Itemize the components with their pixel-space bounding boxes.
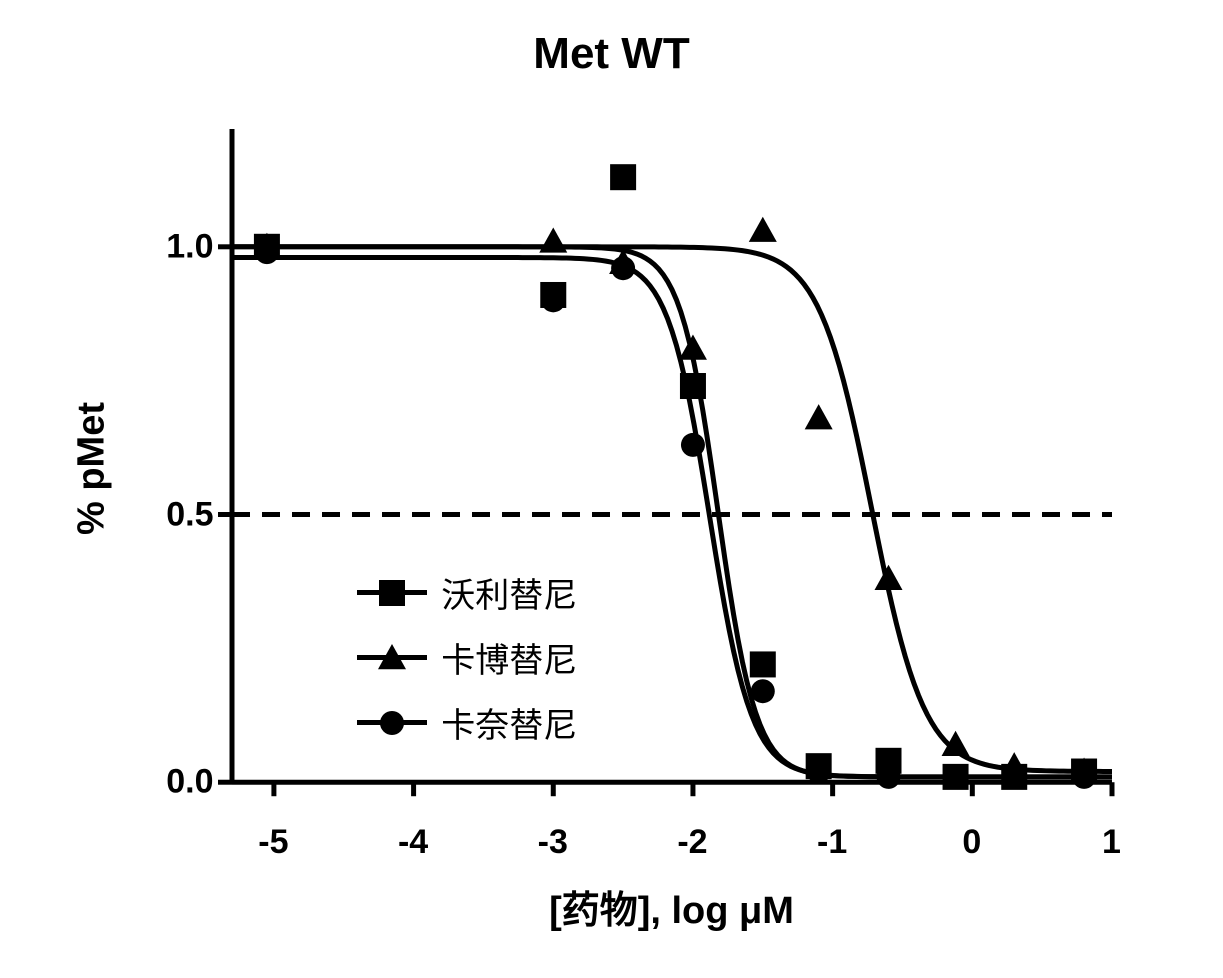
- plot-area: 0.00.51.0-5-4-3-2-101沃利替尼卡博替尼卡奈替尼: [232, 129, 1112, 809]
- x-tick-label: -5: [258, 809, 288, 862]
- x-tick-label: 1: [1102, 809, 1121, 862]
- legend-item: 沃利替尼: [357, 568, 577, 617]
- data-point: [679, 373, 705, 399]
- x-tick-label: -2: [677, 809, 707, 862]
- x-tick-label: -3: [538, 809, 568, 862]
- data-point: [678, 335, 706, 360]
- y-tick-label: 0.0: [166, 763, 231, 802]
- data-point: [1002, 765, 1026, 789]
- x-axis-label: [药物], log μM: [232, 879, 1112, 934]
- data-point: [610, 164, 636, 190]
- data-point: [380, 711, 404, 735]
- data-point: [749, 651, 775, 677]
- legend-label: 卡奈替尼: [441, 698, 577, 747]
- legend-item: 卡博替尼: [357, 633, 577, 682]
- data-point: [541, 288, 565, 312]
- data-point: [804, 404, 832, 429]
- legend-label: 沃利替尼: [441, 568, 577, 617]
- data-point: [874, 565, 902, 590]
- y-axis-label: % pMet: [62, 129, 122, 809]
- data-point: [611, 256, 635, 280]
- data-point: [539, 227, 567, 252]
- legend-line: [357, 590, 427, 595]
- legend: 沃利替尼卡博替尼卡奈替尼: [357, 568, 577, 763]
- y-tick-label: 1.0: [166, 227, 231, 266]
- x-tick-label: -4: [398, 809, 428, 862]
- data-point: [378, 644, 406, 669]
- data-point: [943, 765, 967, 789]
- data-point: [1072, 765, 1096, 789]
- data-point: [806, 760, 830, 784]
- legend-item: 卡奈替尼: [357, 698, 577, 747]
- y-tick-label: 0.5: [166, 495, 231, 534]
- legend-line: [357, 720, 427, 725]
- data-point: [254, 240, 278, 264]
- data-point: [680, 433, 704, 457]
- x-tick-label: -1: [817, 809, 847, 862]
- legend-label: 卡博替尼: [441, 633, 577, 682]
- chart-title: Met WT: [62, 29, 1162, 79]
- chart-container: Met WT % pMet 0.0 0.5 1.0 -5 -4 -3 -2 -1 0 1 沃利替尼卡…: [62, 29, 1162, 949]
- data-point: [750, 679, 774, 703]
- x-tick-label: 0: [962, 809, 981, 862]
- legend-line: [357, 655, 427, 660]
- data-point: [876, 765, 900, 789]
- data-point: [379, 580, 405, 606]
- data-point: [748, 217, 776, 242]
